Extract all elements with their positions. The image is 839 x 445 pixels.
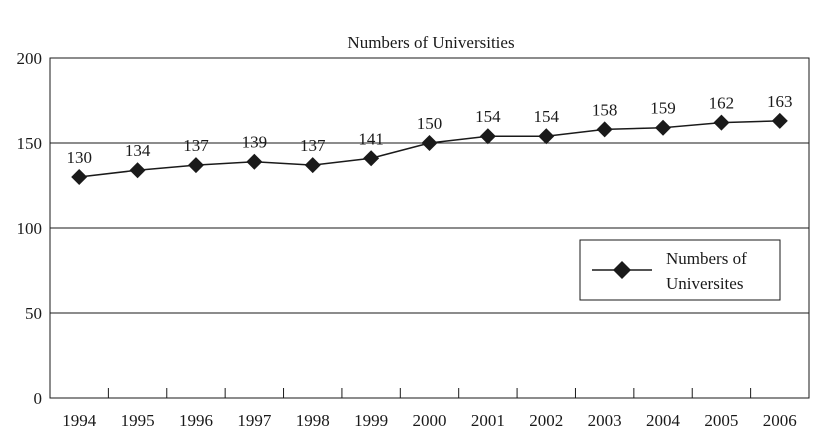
data-label: 162 [709, 94, 735, 113]
legend-label-line-2: Universites [666, 274, 743, 293]
legend-marker-diamond [613, 261, 631, 279]
x-tick-label: 2002 [529, 411, 563, 430]
legend-box [579, 239, 781, 301]
legend-label-line-1: Numbers of [666, 249, 747, 268]
legend: Numbers of Universites [579, 239, 781, 301]
data-label: 134 [125, 141, 151, 160]
data-point-marker [304, 157, 321, 174]
data-label: 150 [417, 114, 443, 133]
data-point-marker [129, 162, 146, 179]
x-tick-label: 2004 [646, 411, 681, 430]
x-tick-label: 2001 [471, 411, 505, 430]
y-tick-label: 0 [34, 389, 43, 408]
data-point-marker [71, 169, 88, 185]
data-label: 154 [534, 107, 560, 126]
data-point-marker [596, 121, 613, 138]
axes: 0 50 100 150 200 1994 1995 1996 1997 1998 1999 2000… [17, 49, 797, 430]
x-tick-label: 1994 [62, 411, 97, 430]
data-label: 130 [66, 148, 92, 167]
data-label: 154 [475, 107, 501, 126]
data-point-marker [771, 112, 788, 129]
y-tick-label: 100 [17, 219, 43, 238]
data-point-marker [421, 135, 438, 151]
data-point-marker [655, 119, 672, 136]
data-labels: 130 134 137 139 137 141 150 154 154 158 159 162 163 [66, 92, 792, 167]
x-tick-label: 1997 [237, 411, 272, 430]
chart-title: Numbers of Universities [347, 33, 514, 52]
x-tick-label: 2000 [413, 411, 447, 430]
data-label: 159 [650, 99, 676, 118]
y-tick-label: 200 [17, 49, 43, 68]
data-label: 139 [242, 133, 268, 152]
data-label: 163 [767, 92, 793, 111]
data-label: 158 [592, 100, 618, 119]
x-tick-label: 1996 [179, 411, 213, 430]
x-tick-label: 1998 [296, 411, 330, 430]
data-label: 141 [358, 129, 384, 148]
data-point-marker [713, 114, 730, 131]
data-point-marker [187, 157, 204, 174]
x-tick-label: 1999 [354, 411, 388, 430]
x-tick-label: 2006 [763, 411, 797, 430]
y-tick-label: 50 [25, 304, 42, 323]
data-point-marker [479, 128, 496, 145]
data-label: 137 [183, 136, 209, 155]
data-label: 137 [300, 136, 326, 155]
data-point-marker [538, 128, 555, 145]
data-point-marker [363, 150, 380, 167]
x-tick-label: 2003 [588, 411, 622, 430]
series-layer [71, 112, 788, 185]
plot-area-frame [49, 57, 810, 399]
x-tick-label: 2005 [704, 411, 738, 430]
data-point-marker [246, 153, 263, 170]
x-tick-label: 1995 [121, 411, 155, 430]
y-tick-label: 150 [17, 134, 43, 153]
